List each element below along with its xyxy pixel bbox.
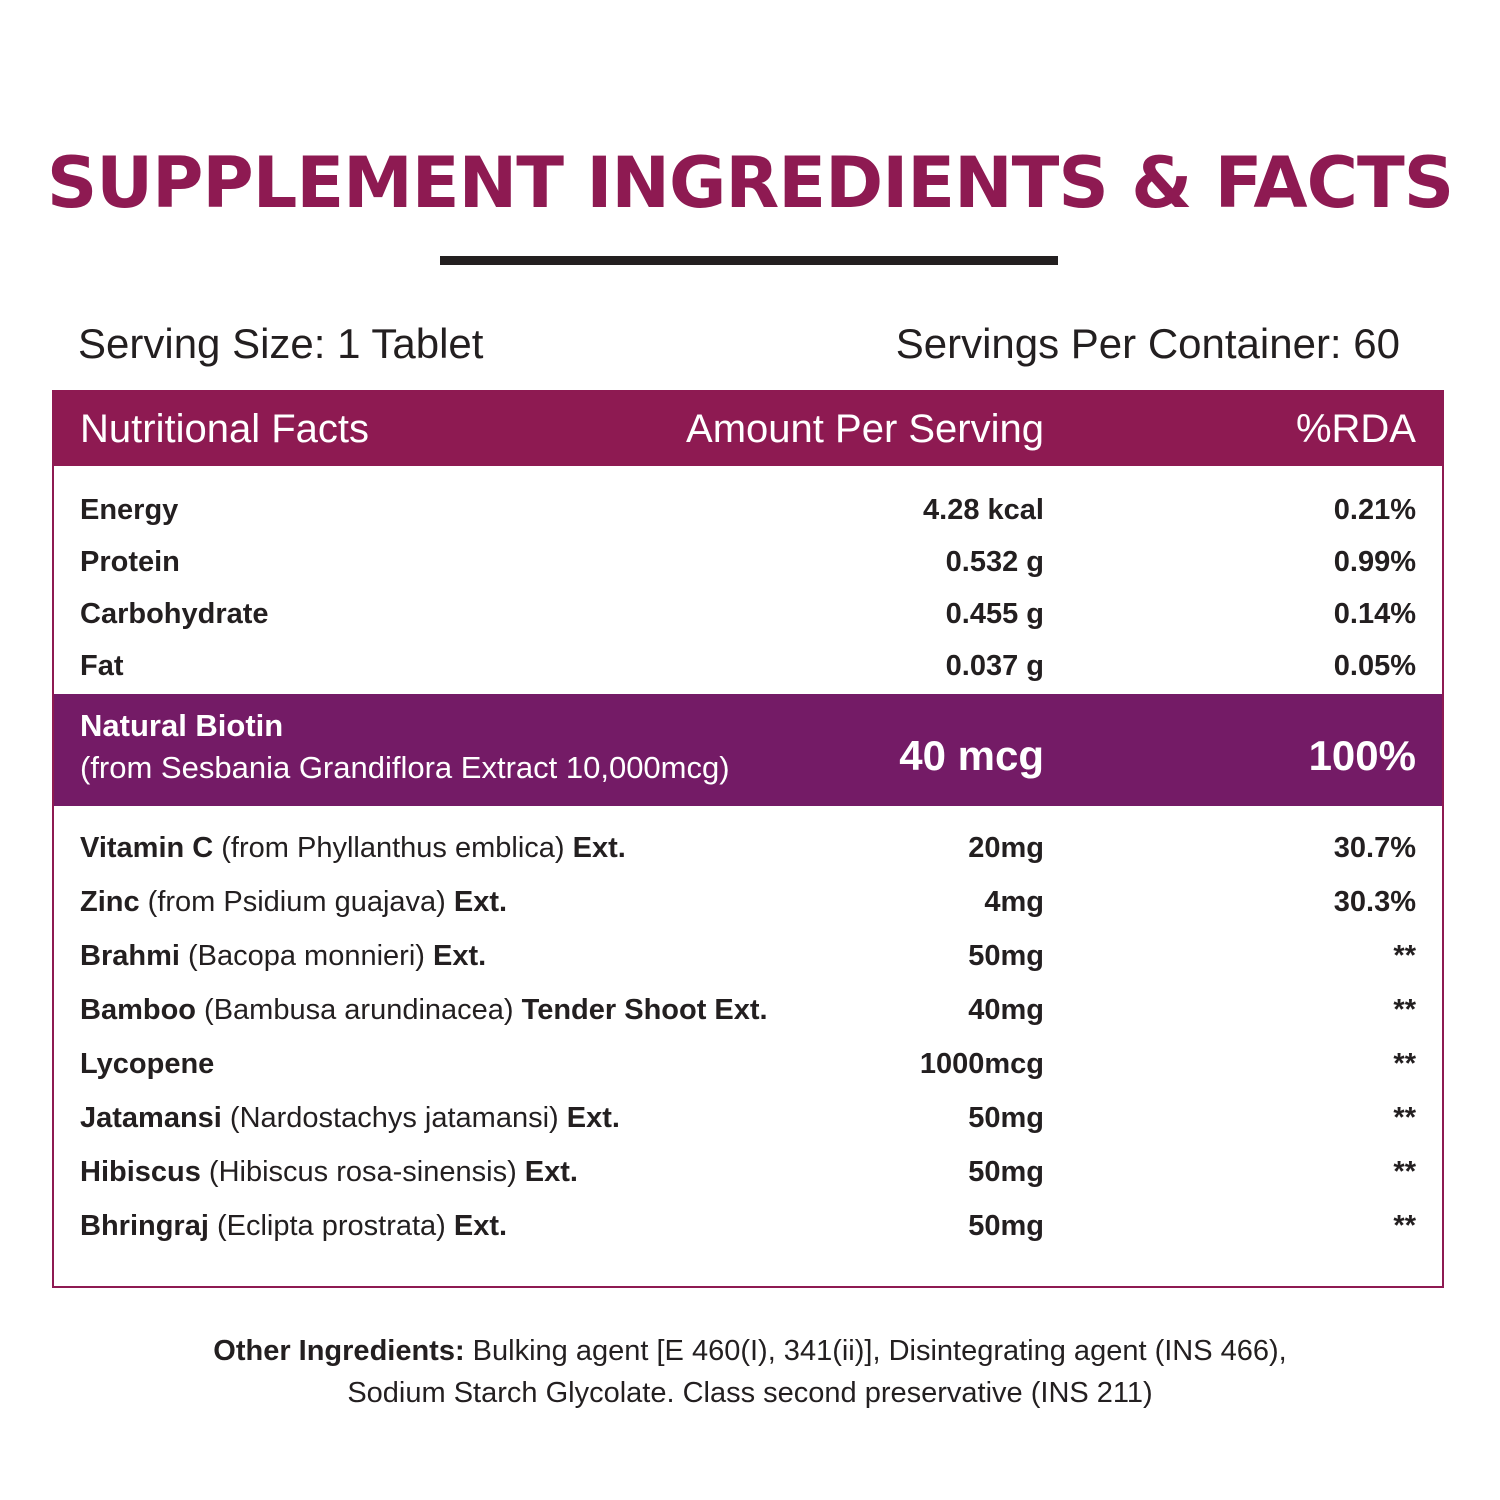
ingredient-amount: 50mg [968, 1210, 1044, 1242]
ingredient-rda: 30.7% [1333, 832, 1416, 864]
nutrient-amount: 4.28 kcal [923, 494, 1044, 526]
nutrient-amount: 0.455 g [945, 598, 1044, 630]
nutrient-name: Carbohydrate [80, 598, 269, 630]
ingredient-name: Hibiscus (Hibiscus rosa-sinensis) Ext. [80, 1156, 578, 1188]
table-row: Carbohydrate 0.455 g 0.14% [54, 588, 1442, 640]
ingredient-name: Bhringraj (Eclipta prostrata) Ext. [80, 1210, 508, 1242]
table-row: Bhringraj (Eclipta prostrata) Ext. 50mg … [54, 1200, 1442, 1252]
ingredient-rda: ** [1393, 1156, 1416, 1188]
nutrient-rda: 0.14% [1333, 598, 1416, 630]
biotin-source: (from Sesbania Grandiflora Extract 10,00… [80, 750, 730, 785]
biotin-rda: 100% [1308, 732, 1416, 779]
ingredient-rda: ** [1393, 1102, 1416, 1134]
table-row: Protein 0.532 g 0.99% [54, 536, 1442, 588]
nutrient-rda: 0.21% [1333, 494, 1416, 526]
biotin-amount: 40 mcg [899, 732, 1044, 779]
ingredient-amount: 20mg [968, 832, 1044, 864]
servings-per-container: Servings Per Container: 60 [895, 320, 1400, 367]
ingredient-amount: 4mg [984, 886, 1044, 918]
table-row: Energy 4.28 kcal 0.21% [54, 484, 1442, 536]
header-rda: %RDA [1295, 407, 1416, 451]
ingredient-amount: 50mg [968, 1156, 1044, 1188]
table-row: Brahmi (Bacopa monnieri) Ext. 50mg ** [54, 930, 1442, 982]
other-ingredients-label: Other Ingredients: [213, 1335, 465, 1367]
serving-size: Serving Size: 1 Tablet [78, 320, 484, 367]
other-ingredients-line-2: Sodium Starch Glycolate. Class second pr… [347, 1377, 1153, 1409]
nutrient-amount: 0.037 g [945, 650, 1044, 682]
table-header: Nutritional Facts Amount Per Serving %RD… [54, 392, 1442, 466]
header-nutritional-facts: Nutritional Facts [80, 407, 369, 451]
ingredient-name: Lycopene [80, 1048, 215, 1080]
nutrient-amount: 0.532 g [945, 546, 1044, 578]
ingredient-amount: 50mg [968, 940, 1044, 972]
table-row: Zinc (from Psidium guajava) Ext. 4mg 30.… [54, 876, 1442, 928]
nutrient-name: Energy [80, 494, 179, 526]
ingredient-amount: 50mg [968, 1102, 1044, 1134]
nutrient-name: Protein [80, 546, 180, 578]
ingredient-rda: ** [1393, 1048, 1416, 1080]
table-row: Lycopene 1000mcg ** [54, 1038, 1442, 1090]
biotin-name: Natural Biotin [80, 708, 284, 743]
nutrient-rda: 0.05% [1333, 650, 1416, 682]
ingredient-amount: 1000mcg [919, 1048, 1044, 1080]
ingredient-rda: 30.3% [1333, 886, 1416, 918]
nutrient-rda: 0.99% [1333, 546, 1416, 578]
biotin-highlight-row: Natural Biotin (from Sesbania Grandiflor… [54, 694, 1442, 806]
table-row: Jatamansi (Nardostachys jatamansi) Ext. … [54, 1092, 1442, 1144]
ingredient-rda: ** [1393, 1210, 1416, 1242]
ingredient-name: Bamboo (Bambusa arundinacea) Tender Shoo… [80, 994, 768, 1026]
other-ingredients-line-1: Other Ingredients: Bulking agent [E 460(… [213, 1335, 1287, 1367]
ingredient-name: Brahmi (Bacopa monnieri) Ext. [80, 940, 487, 972]
ingredient-rda: ** [1393, 994, 1416, 1026]
ingredient-name: Vitamin C (from Phyllanthus emblica) Ext… [80, 832, 626, 864]
table-row: Fat 0.037 g 0.05% [54, 640, 1442, 692]
other-ingredients: Other Ingredients: Bulking agent [E 460(… [0, 1330, 1500, 1414]
table-row: Vitamin C (from Phyllanthus emblica) Ext… [54, 822, 1442, 874]
page-title: SUPPLEMENT INGREDIENTS & FACTS [46, 142, 1454, 224]
ingredient-name: Zinc (from Psidium guajava) Ext. [80, 886, 508, 918]
ingredient-rda: ** [1393, 940, 1416, 972]
table-row: Bamboo (Bambusa arundinacea) Tender Shoo… [54, 984, 1442, 1036]
ingredient-name: Jatamansi (Nardostachys jatamansi) Ext. [80, 1102, 620, 1134]
table-row: Hibiscus (Hibiscus rosa-sinensis) Ext. 5… [54, 1146, 1442, 1198]
facts-table: Nutritional Facts Amount Per Serving %RD… [52, 390, 1444, 1288]
nutrient-name: Fat [80, 650, 124, 682]
header-amount-per-serving: Amount Per Serving [686, 407, 1044, 451]
ingredient-amount: 40mg [968, 994, 1044, 1026]
title-divider [440, 256, 1058, 265]
